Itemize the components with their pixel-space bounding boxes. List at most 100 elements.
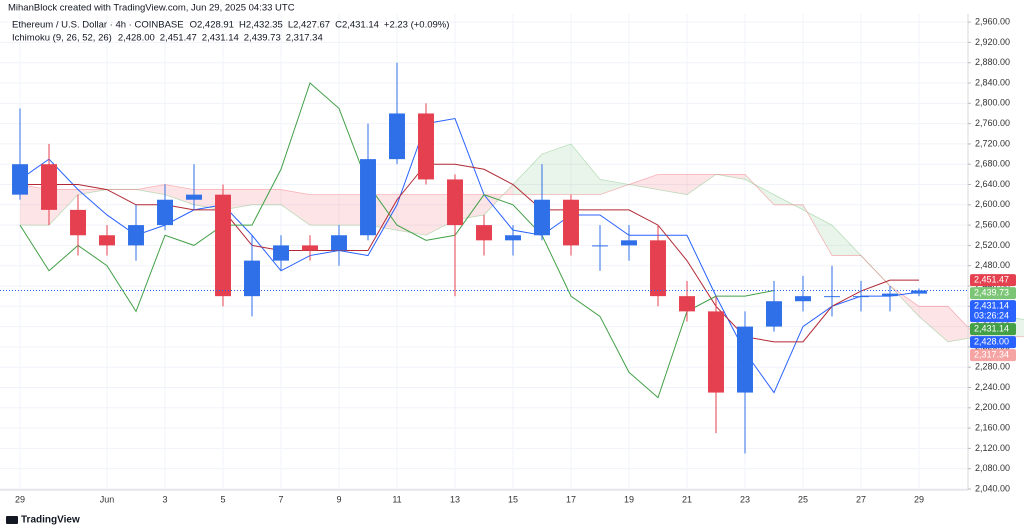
cloud-segment <box>570 143 600 195</box>
cloud-segment <box>773 194 803 210</box>
price-badge <box>970 336 1016 349</box>
candle-body <box>186 194 202 200</box>
countdown: 03:26:24 <box>974 311 1009 321</box>
candle-body <box>447 179 463 226</box>
candle-body <box>273 245 289 261</box>
indicator-value: 2,317.34 <box>286 33 323 44</box>
price-badge-label: 2,317.34 <box>974 350 1009 360</box>
axes: 2,040.00 2,080.00 2,120.00 2,160.00 2,200.00… <box>15 16 1016 504</box>
candle-body <box>737 326 753 393</box>
plot <box>0 62 1024 454</box>
y-tick-label: 2,080.00 <box>975 463 1010 473</box>
y-tick-label: 2,040.00 <box>975 483 1010 493</box>
x-tick-label: 29 <box>15 494 25 504</box>
cloud-segment <box>802 204 832 256</box>
candle-body <box>302 245 318 251</box>
y-tick-label: 2,960.00 <box>975 16 1010 26</box>
symbol: Ethereum / U.S. Dollar · 4h · COINBASE <box>12 20 184 31</box>
price-badge <box>970 300 1016 323</box>
cloud-segment <box>541 143 571 195</box>
candle-body <box>621 240 637 246</box>
ohlc-value: H2,432.35 <box>239 20 283 31</box>
candle-body <box>824 296 840 298</box>
x-tick-label: 5 <box>220 494 225 504</box>
candle-body <box>592 245 608 247</box>
candle-body <box>505 235 521 241</box>
x-tick-label: 21 <box>682 494 692 504</box>
candle-body <box>708 311 724 393</box>
cloud-segment <box>918 306 948 342</box>
price-badge-label: 2,431.14 <box>974 324 1009 334</box>
cloud-segment <box>628 174 658 190</box>
candle-body <box>128 225 144 246</box>
ohlc-value: O2,428.91 <box>190 20 234 31</box>
x-tick-label: 15 <box>508 494 518 504</box>
x-tick-label: 3 <box>162 494 167 504</box>
indicator-line <box>19 82 775 399</box>
candle-body <box>99 235 115 246</box>
ohlc-value: +2.23 (+0.09%) <box>384 20 450 31</box>
candle-body <box>389 113 405 160</box>
logo-icon <box>6 516 18 524</box>
cloud-segment <box>397 194 427 236</box>
x-tick-label: Jun <box>100 494 115 504</box>
footer: TradingView <box>21 515 80 526</box>
y-tick-label: 2,280.00 <box>975 362 1010 372</box>
y-tick-label: 2,640.00 <box>975 179 1010 189</box>
x-tick-label: 9 <box>336 494 341 504</box>
x-tick-label: 7 <box>278 494 283 504</box>
y-tick-label: 2,120.00 <box>975 443 1010 453</box>
candle-body <box>650 240 666 297</box>
y-tick-label: 2,240.00 <box>975 382 1010 392</box>
price-badge <box>970 349 1016 362</box>
candle-body <box>882 293 898 297</box>
cloud-segment <box>889 286 919 317</box>
price-badge <box>970 323 1016 336</box>
price-badge-label: 2,431.14 <box>974 301 1009 311</box>
x-tick-label: 17 <box>566 494 576 504</box>
cloud-segment <box>744 174 774 205</box>
candle-body <box>418 113 434 180</box>
candle-body <box>41 164 57 210</box>
x-tick-label: 25 <box>798 494 808 504</box>
y-tick-label: 2,520.00 <box>975 240 1010 250</box>
candle-body <box>12 164 28 195</box>
logo: TradingView <box>6 515 80 526</box>
price-badge-label: 2,451.47 <box>974 275 1009 285</box>
price-badge-label: 2,428.00 <box>974 337 1009 347</box>
candle-body <box>244 260 260 297</box>
grid <box>0 14 968 490</box>
y-tick-label: 2,800.00 <box>975 98 1010 108</box>
y-tick-label: 2,560.00 <box>975 219 1010 229</box>
price-badge <box>970 287 1016 300</box>
indicator-value: 2,428.00 <box>118 33 155 44</box>
cloud-segment <box>657 174 687 195</box>
y-tick-label: 2,160.00 <box>975 422 1010 432</box>
indicator-value: 2,451.47 <box>160 33 197 44</box>
x-tick-label: 19 <box>624 494 634 504</box>
candle-body <box>853 296 869 298</box>
y-tick-label: 2,760.00 <box>975 118 1010 128</box>
ohlc-value: L2,427.67 <box>288 20 330 31</box>
cloud-segment <box>947 306 977 342</box>
candle-body <box>331 235 347 251</box>
cloud-segment <box>78 189 108 195</box>
candle-body <box>563 199 579 246</box>
cloud-segment <box>136 184 166 195</box>
price-badge <box>970 274 1016 287</box>
x-tick-label: 27 <box>856 494 866 504</box>
cloud-edge <box>19 173 1024 338</box>
x-tick-label: 13 <box>450 494 460 504</box>
candle-body <box>795 296 811 302</box>
y-tick-label: 2,880.00 <box>975 57 1010 67</box>
x-tick-label: 11 <box>392 494 401 504</box>
price-badge-label: 2,439.73 <box>974 288 1009 298</box>
credit: MihanBlock created with TradingView.com,… <box>8 3 295 14</box>
cloud-segment <box>686 174 716 195</box>
cloud-segment <box>715 174 745 180</box>
y-tick-label: 2,480.00 <box>975 260 1010 270</box>
indicator-value: 2,431.14 <box>202 33 239 44</box>
cloud-segment <box>281 189 311 226</box>
candle-body <box>157 199 173 226</box>
